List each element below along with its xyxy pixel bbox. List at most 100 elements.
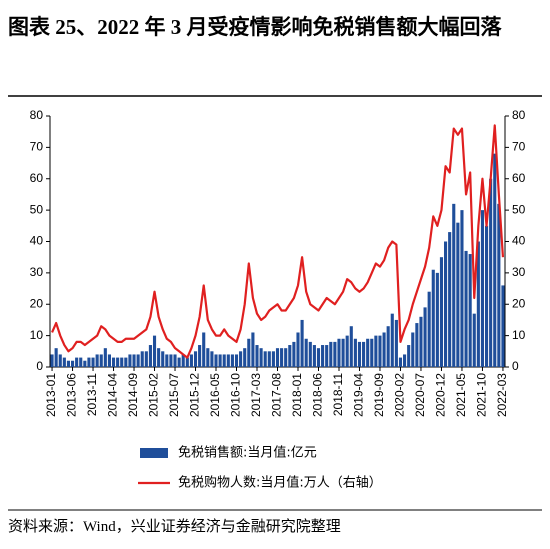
bar — [476, 241, 480, 367]
bar — [386, 326, 390, 367]
bar — [214, 354, 218, 367]
bar — [452, 203, 456, 367]
bar — [99, 354, 103, 367]
y2-tick-label: 40 — [512, 234, 526, 248]
bar — [189, 354, 193, 367]
bar — [107, 354, 111, 367]
bar — [480, 210, 485, 367]
x-tick-label: 2014-09 — [126, 373, 140, 417]
bar — [345, 335, 349, 367]
bar — [263, 351, 267, 367]
y2-tick-label: 10 — [512, 328, 526, 342]
bar — [222, 354, 226, 367]
x-tick-label: 2018-01 — [290, 373, 304, 417]
bar — [120, 357, 124, 367]
bar — [140, 351, 144, 367]
bar — [218, 354, 222, 367]
bar — [296, 332, 300, 367]
bar — [411, 332, 415, 367]
bar — [308, 341, 312, 367]
bar — [226, 354, 230, 367]
bar — [292, 341, 296, 367]
y-tick-label: 0 — [36, 359, 43, 373]
legend-label: 免税购物人数:当月值:万人（右轴） — [178, 475, 382, 491]
bar — [366, 338, 370, 367]
x-tick-label: 2015-02 — [147, 373, 161, 417]
bar — [312, 345, 316, 367]
bar — [173, 354, 177, 367]
legend-label: 免税销售额:当月值:亿元 — [178, 445, 317, 461]
bar — [419, 316, 423, 367]
bar — [382, 332, 386, 367]
bar — [398, 357, 403, 367]
bar — [407, 345, 411, 367]
bar — [284, 348, 288, 367]
bar — [444, 241, 448, 367]
bar — [325, 345, 329, 367]
bar — [111, 357, 116, 367]
bar — [255, 345, 259, 367]
bar — [394, 319, 398, 367]
y-tick-label: 10 — [30, 328, 44, 342]
x-tick-label: 2013-01 — [44, 373, 58, 417]
x-tick-label: 2022-03 — [495, 373, 509, 417]
bar — [489, 178, 493, 367]
bar — [251, 332, 255, 367]
x-tick-label: 2015-12 — [188, 373, 202, 417]
bar — [403, 354, 407, 367]
bar — [267, 351, 271, 367]
x-tick-label: 2019-04 — [352, 373, 366, 417]
y2-tick-label: 80 — [512, 108, 526, 122]
bar — [91, 357, 95, 367]
y-tick-label: 60 — [30, 171, 44, 185]
x-tick-label: 2018-06 — [311, 373, 325, 417]
bar — [70, 360, 75, 367]
x-tick-label: 2019-09 — [372, 373, 386, 417]
x-tick-label: 2020-12 — [434, 373, 448, 417]
bar — [62, 357, 66, 367]
bar — [357, 341, 362, 367]
bar — [202, 332, 206, 367]
source: 资料来源：Wind，兴业证券经济与金融研究院整理 — [8, 519, 341, 535]
bar — [271, 351, 275, 367]
bar — [230, 354, 234, 367]
y2-tick-label: 0 — [512, 359, 519, 373]
x-tick-label: 2020-07 — [413, 373, 427, 417]
bar — [493, 153, 497, 367]
x-tick-label: 2014-04 — [106, 373, 120, 417]
legend-swatch — [140, 448, 168, 458]
bar — [75, 357, 79, 367]
bar — [148, 345, 152, 367]
bar — [497, 203, 501, 367]
bar — [206, 348, 210, 367]
bar — [456, 222, 460, 367]
y-tick-label: 80 — [30, 108, 44, 122]
bar — [333, 341, 337, 367]
bar — [431, 269, 435, 367]
bar — [66, 360, 71, 367]
y2-tick-label: 20 — [512, 296, 526, 310]
bar — [210, 351, 214, 367]
bar — [484, 225, 489, 367]
x-tick-label: 2016-05 — [208, 373, 222, 417]
y2-tick-label: 70 — [512, 140, 526, 154]
bar — [234, 354, 239, 367]
bar — [177, 357, 181, 367]
bar — [193, 351, 198, 367]
y-tick-label: 70 — [30, 140, 44, 154]
bar — [128, 354, 132, 367]
bar — [124, 357, 128, 367]
bar — [390, 313, 394, 367]
bar — [169, 354, 173, 367]
bar — [181, 354, 185, 367]
bar — [349, 326, 353, 367]
bar — [103, 348, 107, 367]
bar — [435, 272, 439, 367]
bar — [370, 338, 374, 367]
title: 图表 25、2022 年 3 月受疫情影响免税销售额大幅回落 — [8, 15, 502, 39]
x-tick-label: 2017-08 — [270, 373, 284, 417]
bar — [353, 338, 357, 367]
bar — [501, 285, 505, 367]
